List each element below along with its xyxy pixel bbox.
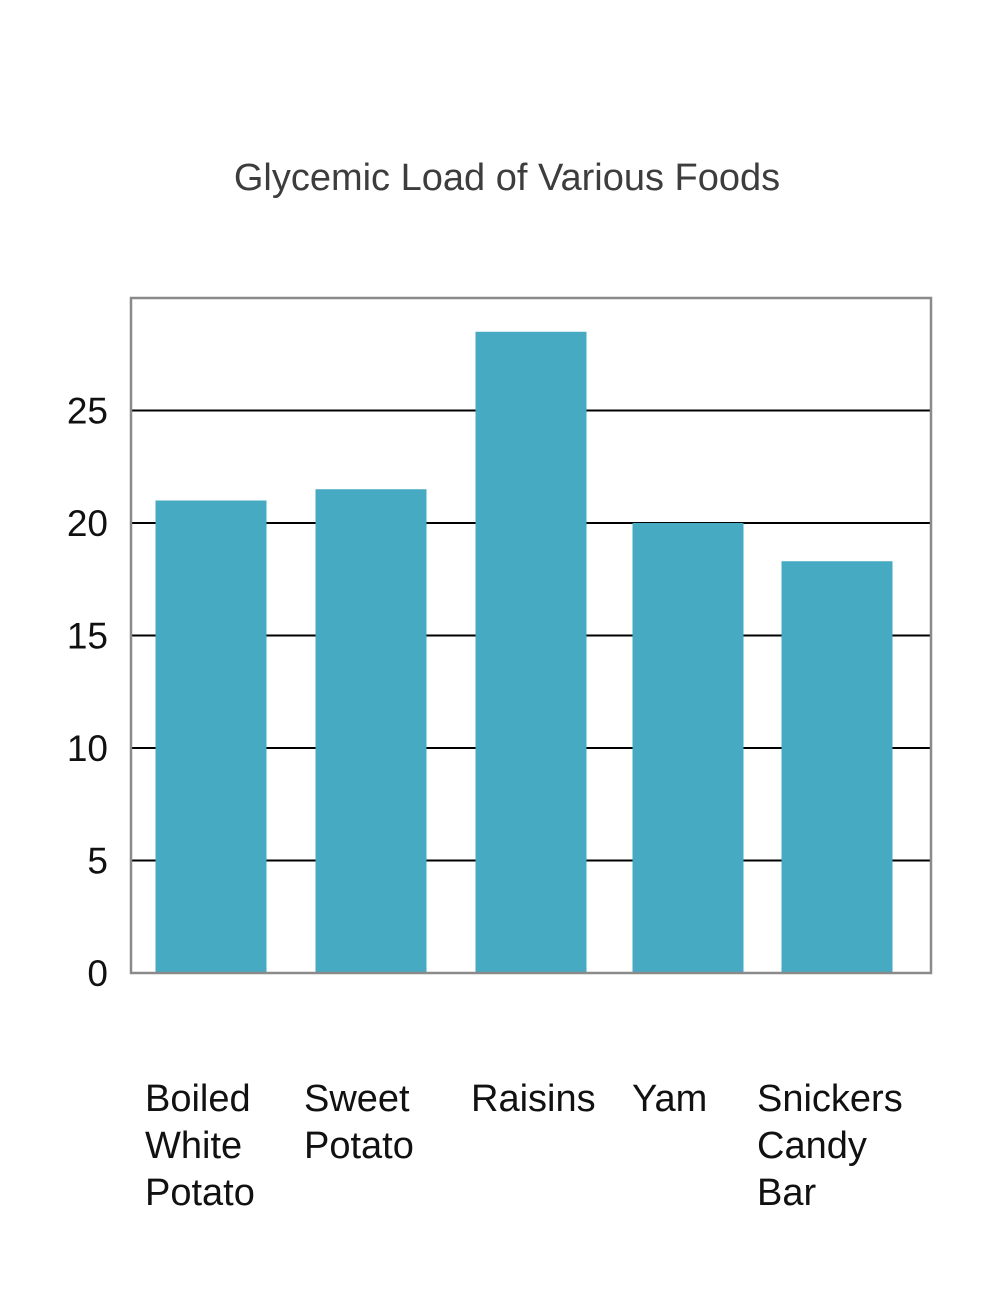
y-axis-ticks: 0 5 10 15 20 25 bbox=[67, 391, 108, 995]
y-tick-label-20: 20 bbox=[67, 503, 108, 544]
chart-title: Glycemic Load of Various Foods bbox=[234, 157, 780, 199]
bar-boiled-white-potato bbox=[155, 500, 267, 973]
y-tick-label-0: 0 bbox=[87, 953, 108, 994]
bar-yam bbox=[632, 523, 744, 973]
y-tick-label-25: 25 bbox=[67, 391, 108, 432]
bar-raisins bbox=[475, 331, 587, 973]
bar-snickers-candy-bar bbox=[781, 561, 893, 973]
x-axis-labels: Boiled White Potato Sweet Potato Raisins Yam Sn… bbox=[145, 1078, 903, 1214]
x-tick-label-raisins: Raisins bbox=[471, 1078, 596, 1120]
bar-sweet-potato bbox=[315, 489, 427, 973]
y-tick-label-15: 15 bbox=[67, 616, 108, 657]
plot-frame bbox=[129, 296, 933, 975]
y-tick-label-10: 10 bbox=[67, 728, 108, 769]
x-tick-label-sweet-potato: Sweet Potato bbox=[304, 1078, 414, 1167]
bars bbox=[155, 331, 893, 973]
y-tick-label-5: 5 bbox=[87, 841, 108, 882]
x-tick-label-yam: Yam bbox=[632, 1078, 707, 1120]
x-tick-label-boiled-white-potato: Boiled White Potato bbox=[145, 1078, 255, 1214]
x-tick-label-snickers-candy-bar: Snickers Candy Bar bbox=[757, 1078, 903, 1214]
